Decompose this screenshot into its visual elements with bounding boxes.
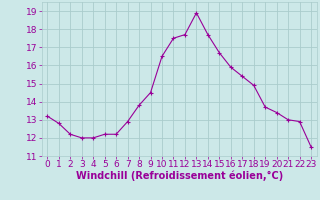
X-axis label: Windchill (Refroidissement éolien,°C): Windchill (Refroidissement éolien,°C): [76, 171, 283, 181]
